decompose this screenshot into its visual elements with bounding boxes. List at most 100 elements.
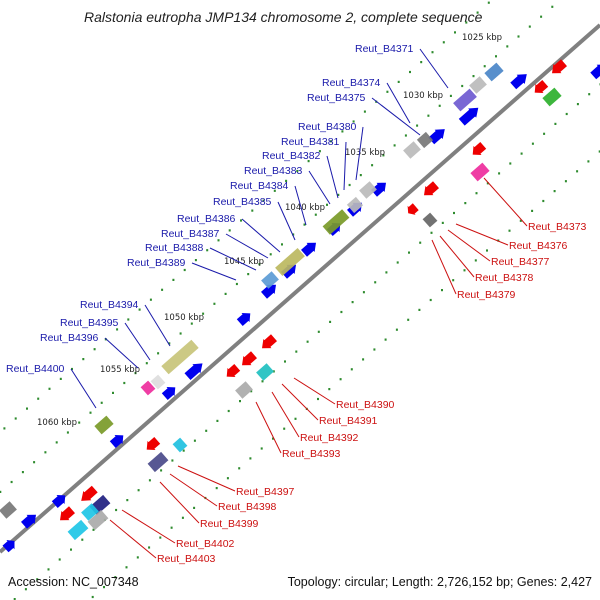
forward-gene-arrow xyxy=(261,284,276,299)
guide-dot xyxy=(59,377,62,380)
leader-line xyxy=(169,473,218,507)
reverse-gene-arrow xyxy=(472,142,487,155)
gene-box xyxy=(0,501,17,519)
guide-dot xyxy=(384,338,387,341)
guide-dot xyxy=(454,31,456,34)
guide-dot xyxy=(598,150,600,153)
guide-dot xyxy=(235,282,238,286)
guide-dot xyxy=(202,312,205,315)
guide-dot xyxy=(420,61,423,64)
guide-dot xyxy=(161,288,164,291)
guide-dot xyxy=(350,368,353,371)
guide-dot xyxy=(227,409,230,413)
gene-label-reut-b4399: Reut_B4399 xyxy=(200,518,259,530)
guide-dot xyxy=(103,586,105,589)
gene-box xyxy=(469,76,487,94)
scale-label: 1050 kbp xyxy=(164,313,204,323)
guide-dot xyxy=(168,342,171,345)
guide-dot xyxy=(385,271,388,274)
gene-box xyxy=(67,519,89,541)
guide-dot xyxy=(21,471,24,474)
leader-line xyxy=(104,337,139,369)
gene-label-reut-b4371: Reut_B4371 xyxy=(355,43,414,55)
guide-dot xyxy=(66,431,69,434)
guide-dot xyxy=(10,480,13,484)
guide-dot xyxy=(240,219,242,222)
guide-dot xyxy=(416,124,419,127)
scale-label: 1055 kbp xyxy=(100,365,140,375)
guide-dot xyxy=(193,439,196,442)
guide-dot xyxy=(314,213,317,216)
guide-dot xyxy=(465,21,468,24)
guide-dot xyxy=(81,538,84,541)
guide-dot xyxy=(395,328,398,331)
gene-label-reut-b4373: Reut_B4373 xyxy=(528,221,587,233)
gene-label-reut-b4395: Reut_B4395 xyxy=(60,317,119,329)
gene-label-reut-b4381: Reut_B4381 xyxy=(281,136,340,148)
gene-box xyxy=(403,141,421,159)
guide-dot xyxy=(182,449,185,452)
guide-dot xyxy=(13,598,16,600)
forward-gene-arrow xyxy=(458,107,479,126)
guide-dot xyxy=(281,243,283,246)
guide-dot xyxy=(258,263,261,266)
guide-dot xyxy=(588,93,591,96)
guide-dot xyxy=(78,421,81,424)
leader-line xyxy=(326,155,339,199)
gene-label-reut-b4374: Reut_B4374 xyxy=(322,77,381,89)
guide-dot xyxy=(126,499,129,502)
guide-dot xyxy=(0,490,2,493)
guide-dot xyxy=(508,229,511,232)
guide-dot xyxy=(137,489,140,492)
leader-line xyxy=(293,377,336,405)
guide-dot xyxy=(250,390,253,393)
gene-label-reut-b4400: Reut_B4400 xyxy=(6,363,65,375)
forward-gene-arrow xyxy=(281,264,296,279)
guide-dot xyxy=(576,170,579,173)
guide-dot xyxy=(160,469,163,472)
guide-dot xyxy=(474,259,477,262)
gene-box xyxy=(542,87,562,107)
guide-dot xyxy=(26,407,28,410)
reverse-gene-arrow xyxy=(146,437,161,450)
guide-dot xyxy=(148,546,151,549)
guide-dot xyxy=(100,401,103,404)
gene-label-reut-b4379: Reut_B4379 xyxy=(457,289,516,301)
forward-gene-arrow xyxy=(510,74,527,90)
label-leader-lines xyxy=(70,48,528,559)
guide-dot xyxy=(317,397,319,401)
guide-dot xyxy=(419,241,422,244)
accession-label: Accession: NC_007348 xyxy=(8,575,139,589)
guide-dot xyxy=(449,94,452,97)
guide-dot xyxy=(249,457,252,460)
guide-dot xyxy=(542,199,545,203)
guide-dot xyxy=(506,45,509,48)
guide-dot xyxy=(374,281,377,284)
guide-dot xyxy=(362,358,365,361)
gene-label-reut-b4383: Reut_B4383 xyxy=(244,165,303,177)
guide-dot xyxy=(476,11,479,14)
gene-label-reut-b4390: Reut_B4390 xyxy=(336,399,395,411)
gene-box xyxy=(453,88,477,112)
guide-dot xyxy=(285,179,288,182)
guide-dot xyxy=(486,182,489,185)
guide-dot xyxy=(442,41,445,44)
leader-line xyxy=(241,218,281,253)
guide-dot xyxy=(247,273,250,276)
reverse-gene-arrow xyxy=(552,59,567,74)
guide-dot xyxy=(326,203,328,206)
guide-dot xyxy=(303,223,306,226)
guide-dot xyxy=(553,190,556,193)
guide-dot xyxy=(92,528,95,531)
guide-dot xyxy=(351,301,354,304)
leader-line xyxy=(191,262,237,281)
gene-box xyxy=(422,212,438,228)
guide-dot xyxy=(260,447,263,450)
gene-label-reut-b4384: Reut_B4384 xyxy=(230,180,289,192)
gene-label-reut-b4391: Reut_B4391 xyxy=(319,415,378,427)
guide-dot xyxy=(486,249,488,252)
guide-dot xyxy=(170,526,173,529)
guide-dot xyxy=(404,134,407,137)
gene-label-reut-b4387: Reut_B4387 xyxy=(161,228,220,240)
